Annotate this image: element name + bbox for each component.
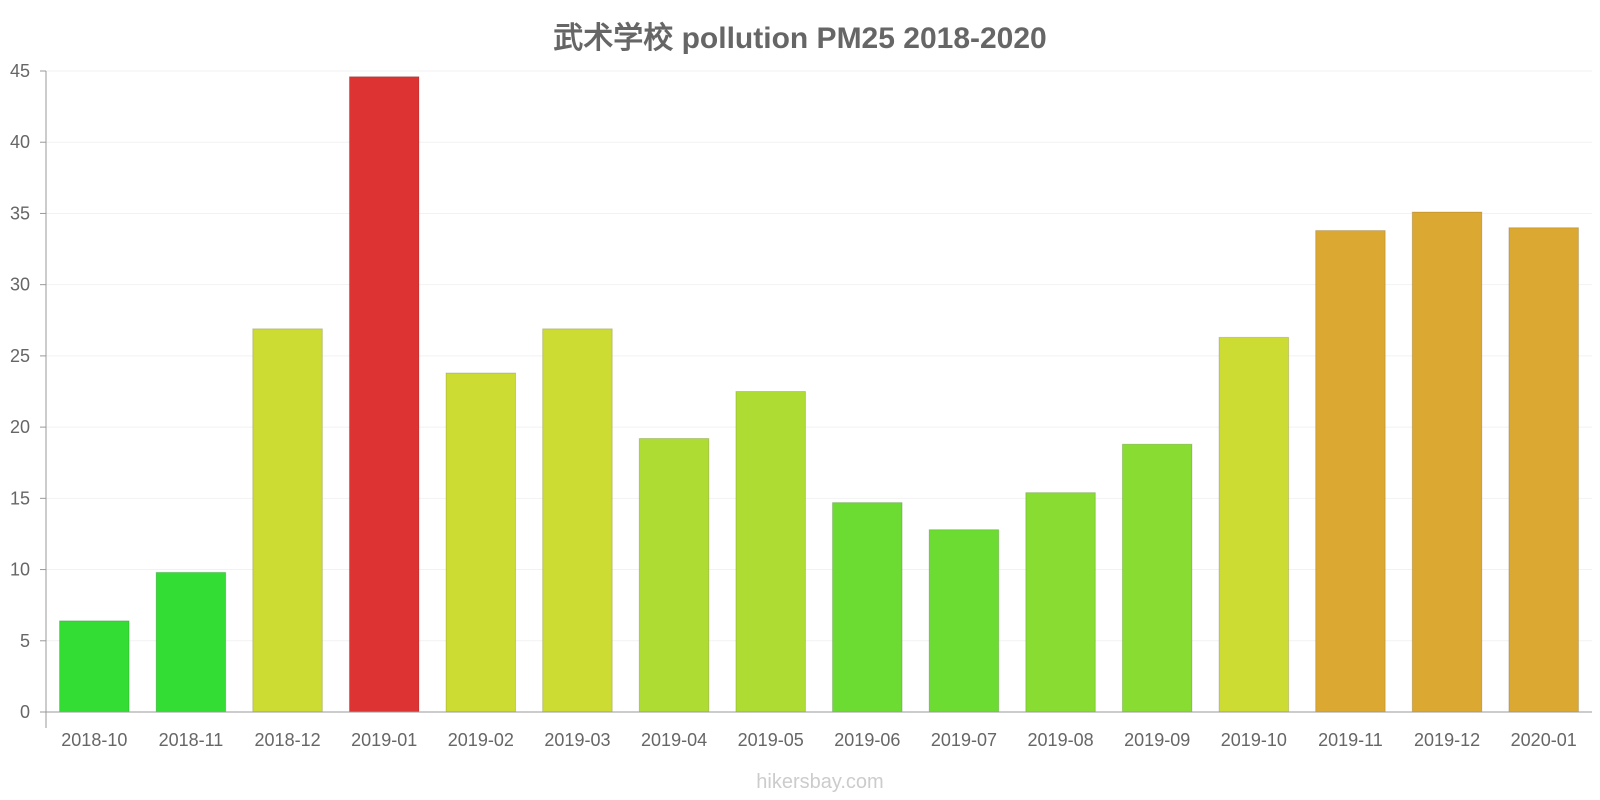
bar-2019-01 [348, 76, 420, 713]
x-tick-label: 2019-02 [448, 730, 514, 750]
bar-2019-12 [1411, 211, 1483, 713]
axis-layer [45, 71, 1592, 728]
y-tick-label: 20 [10, 417, 30, 437]
bar-2019-09 [1121, 443, 1193, 713]
x-tick-label: 2019-10 [1221, 730, 1287, 750]
x-tick-label: 2019-07 [931, 730, 997, 750]
bar-2019-04 [638, 438, 710, 713]
x-tick-label: 2019-05 [738, 730, 804, 750]
y-tick-label: 40 [10, 132, 30, 152]
x-tick-label: 2019-06 [834, 730, 900, 750]
bar-2019-07 [928, 529, 1000, 713]
y-tick-label: 10 [10, 560, 30, 580]
y-tick-label: 5 [20, 631, 30, 651]
bar-2019-05 [735, 391, 806, 713]
y-tick-labels: 0 5 10 15 20 25 30 35 40 45 [10, 61, 46, 722]
x-tick-label: 2019-12 [1414, 730, 1480, 750]
chart-title: 武术学校 pollution PM25 2018-2020 [553, 21, 1046, 55]
x-tick-label: 2018-11 [159, 730, 224, 750]
bar-2018-12 [252, 328, 323, 713]
y-tick-label: 45 [10, 61, 30, 81]
bar-2019-10 [1218, 336, 1290, 713]
bar-2019-03 [542, 328, 613, 713]
bar-2019-02 [445, 372, 517, 713]
bar-layer [59, 76, 1579, 713]
x-tick-label: 2019-01 [351, 730, 417, 750]
watermark-text: hikersbay.com [756, 771, 883, 793]
y-tick-label: 0 [20, 702, 30, 722]
bar-2019-06 [832, 502, 903, 713]
x-tick-label: 2019-09 [1124, 730, 1190, 750]
bar-2020-01 [1508, 227, 1579, 713]
y-tick-label: 25 [10, 346, 30, 366]
y-tick-label: 15 [10, 488, 30, 508]
x-tick-labels: 2018-10 2018-11 2018-12 2019-01 2019-02 2019-… [61, 730, 1576, 750]
bar-2019-08 [1025, 492, 1096, 713]
x-tick-label: 2019-03 [544, 730, 610, 750]
bar-2018-11 [155, 571, 227, 713]
bar-2019-11 [1315, 230, 1386, 713]
x-tick-label: 2019-11 [1318, 730, 1383, 750]
x-tick-label: 2019-08 [1028, 730, 1094, 750]
y-tick-label: 35 [10, 203, 30, 223]
y-tick-label: 30 [10, 275, 30, 295]
x-tick-label: 2020-01 [1511, 730, 1577, 750]
x-tick-label: 2018-12 [255, 730, 321, 750]
x-tick-label: 2019-04 [641, 730, 707, 750]
x-tick-label: 2018-10 [61, 730, 127, 750]
bar-2018-10 [59, 620, 130, 713]
